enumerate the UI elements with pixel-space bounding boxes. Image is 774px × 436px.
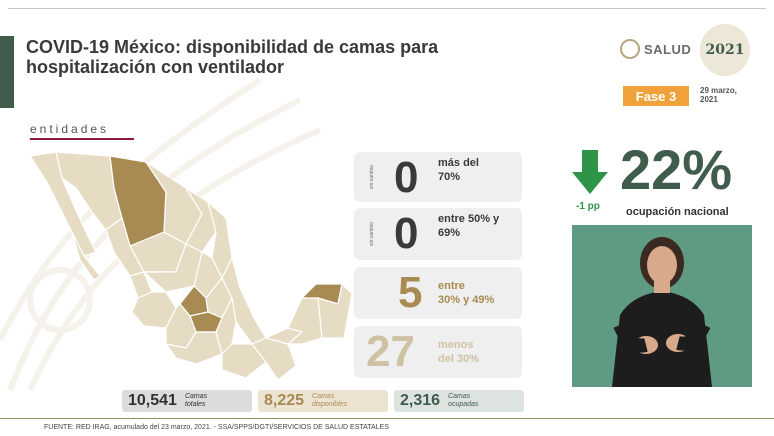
seal-icon xyxy=(620,39,640,59)
desc-line-1: entre xyxy=(438,280,465,292)
source-footer: FUENTE: RED IRAG, acumulado del 23 marzo… xyxy=(44,424,389,431)
category-count: 0 xyxy=(394,153,419,202)
national-occupancy-percent: 22% xyxy=(620,138,733,201)
page-title: COVID-19 México: disponibilidad de camas… xyxy=(26,37,496,77)
desc-line-2: del 30% xyxy=(438,353,479,365)
stat-label-line-1: Camas xyxy=(184,393,208,400)
category-count: 5 xyxy=(398,268,423,317)
stat-total-beds: 10,541 Camas totales xyxy=(122,390,252,412)
national-occupancy-label: ocupación nacional xyxy=(626,206,729,218)
stat-label-line-2: disponibles xyxy=(312,401,348,408)
mexico-map xyxy=(29,151,353,381)
desc-line-1: entre 50% y xyxy=(438,213,500,225)
desc-line-1: más del xyxy=(438,157,479,169)
national-change: -1 pp xyxy=(576,201,600,212)
date-line-1: 29 marzo, xyxy=(700,86,737,95)
salud-logo-text: SALUD xyxy=(644,41,692,57)
stat-available-beds: 8,225 Camas disponibles xyxy=(258,390,388,412)
map-state-quintana-roo xyxy=(317,283,353,339)
footer-rule xyxy=(0,418,774,419)
sign-language-video xyxy=(572,225,752,387)
stat-value: 2,316 xyxy=(400,392,441,409)
stat-label: Camas disponibles xyxy=(312,393,347,409)
title-line-2: hospitalización con ventilador xyxy=(26,57,285,77)
stat-occupied-beds: 2,316 Camas ocupadas xyxy=(394,390,524,412)
interpreter-image xyxy=(572,225,752,387)
desc-line-2: 69% xyxy=(438,227,461,239)
category-description: más del 70% xyxy=(438,156,479,184)
stat-label-line-2: ocupadas xyxy=(448,401,479,408)
section-underline xyxy=(30,138,134,140)
stat-value: 10,541 xyxy=(128,392,177,409)
desc-line-2: 30% y 49% xyxy=(438,294,495,306)
change-label: sin cambio xyxy=(368,222,375,246)
report-date: 29 marzo, 2021 xyxy=(700,86,760,104)
phase-badge: Fase 3 xyxy=(623,86,689,106)
stat-label: Camas ocupadas xyxy=(448,393,478,409)
stat-label-line-1: Camas xyxy=(448,393,471,400)
category-50-69: sin cambio 0 entre 50% y 69% xyxy=(354,208,522,260)
top-frame-line xyxy=(8,8,766,9)
desc-line-1: menos xyxy=(438,339,474,351)
year-2021-logo: 2021 xyxy=(700,24,750,76)
stat-label-line-1: Camas xyxy=(312,393,335,400)
desc-line-2: 70% xyxy=(438,171,461,183)
map-state-baja-california-sur xyxy=(71,231,101,281)
change-label: sin cambio xyxy=(368,165,375,189)
category-count: 0 xyxy=(394,209,419,258)
title-line-1: COVID-19 México: disponibilidad de camas… xyxy=(26,37,439,57)
category-description: menos del 30% xyxy=(438,338,479,366)
category-30-49: 5 entre 30% y 49% xyxy=(354,267,522,319)
category-over-70: sin cambio 0 más del 70% xyxy=(354,152,522,202)
year-logo-text: 2021 xyxy=(705,42,745,58)
salud-logo: SALUD xyxy=(620,38,692,60)
category-description: entre 30% y 49% xyxy=(438,279,494,307)
stat-label-line-2: totales xyxy=(184,401,206,408)
category-under-30: 27 menos del 30% xyxy=(354,326,522,378)
category-description: entre 50% y 69% xyxy=(438,212,499,240)
stat-label: Camas totales xyxy=(185,393,207,409)
arrow-down-icon xyxy=(572,150,608,194)
section-label: entidades xyxy=(30,122,110,136)
stat-value: 8,225 xyxy=(264,392,305,409)
title-accent-bar xyxy=(0,36,14,108)
date-line-2: 2021 xyxy=(700,95,718,104)
category-count: 27 xyxy=(366,327,415,376)
